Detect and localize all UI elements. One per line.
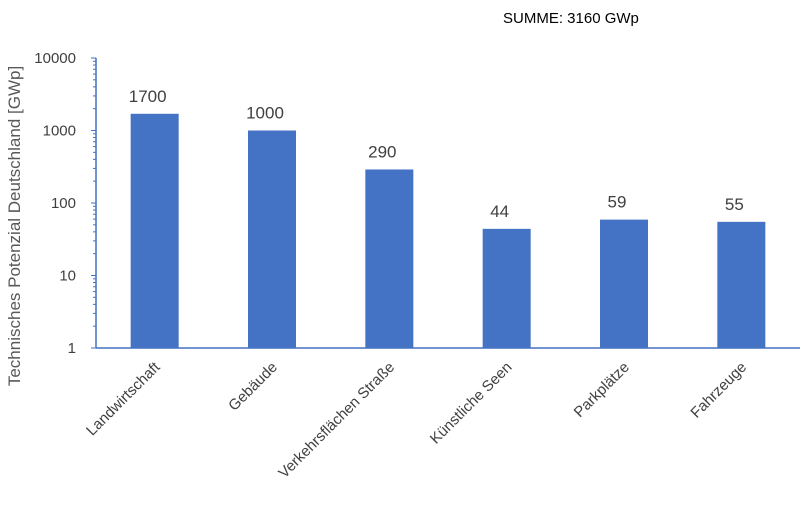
y-tick-label: 1000 xyxy=(43,123,76,140)
bar xyxy=(248,130,296,348)
bar xyxy=(717,221,766,348)
data-label: 59 xyxy=(608,193,627,212)
data-label: 44 xyxy=(490,202,509,221)
bars-group xyxy=(130,113,766,348)
data-label: 290 xyxy=(368,142,396,161)
x-tick-label: Gebäude xyxy=(225,359,281,415)
data-label: 1000 xyxy=(246,104,284,123)
bar xyxy=(130,113,179,348)
bar xyxy=(482,228,531,348)
bar xyxy=(365,169,414,348)
y-tick-label: 1 xyxy=(68,340,76,357)
y-axis-title: Technisches Potenzial Deutschland [GWp] xyxy=(5,66,24,386)
x-tick-label: Künstliche Seen xyxy=(427,359,516,448)
x-tick-label: Verkehrsflächen Straße xyxy=(275,359,398,482)
bar xyxy=(600,219,648,348)
axes-group xyxy=(91,57,800,349)
data-label: 1700 xyxy=(129,87,167,106)
y-tick-label: 10000 xyxy=(34,50,76,67)
x-tick-label: Fahrzeuge xyxy=(687,359,750,422)
x-tick-label: Landwirtschaft xyxy=(83,358,164,439)
y-tick-label: 10 xyxy=(59,268,76,285)
sum-annotation: SUMME: 3160 GWp xyxy=(503,10,639,27)
data-label: 55 xyxy=(725,195,744,214)
y-tick-label: 100 xyxy=(51,195,76,212)
x-tick-label: Parkplätze xyxy=(571,359,633,421)
